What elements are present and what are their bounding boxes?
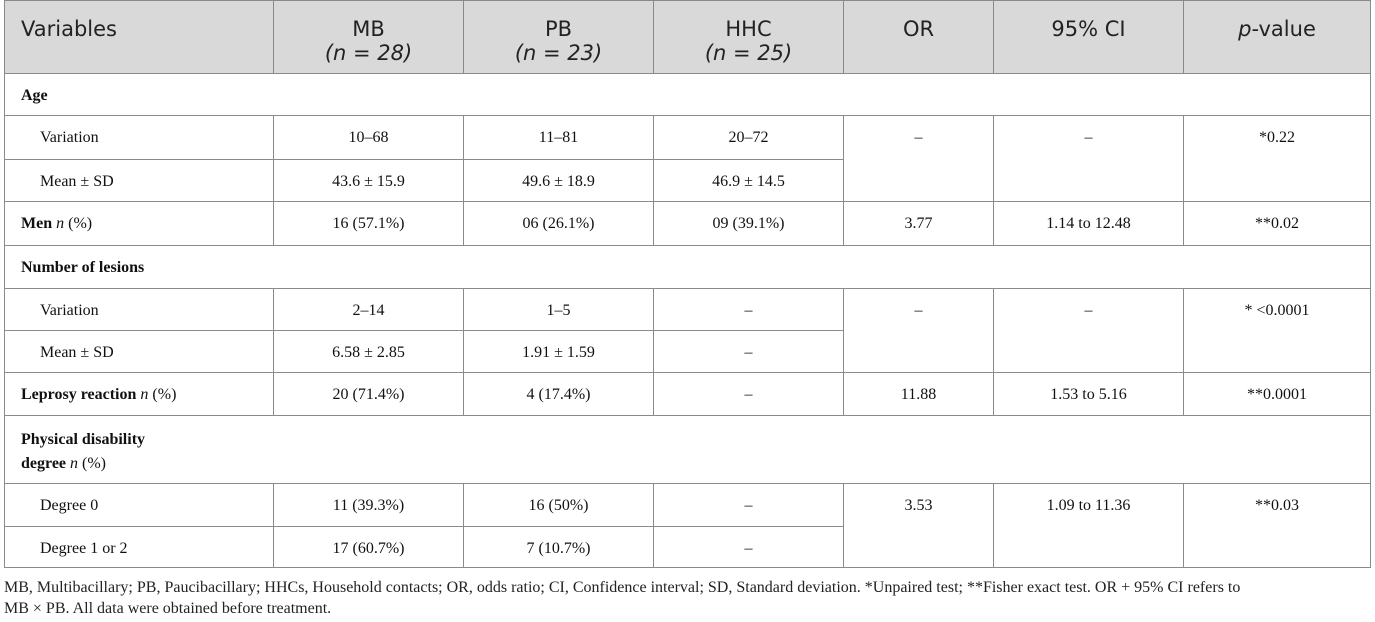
footnote-line-2: MB × PB. All data were obtained before t… (4, 600, 332, 617)
cell-pb: 1–5 (463, 288, 654, 331)
cell-hhc: 46.9 ± 14.5 (653, 159, 844, 202)
header-mb-label: MB (352, 17, 385, 41)
footnote-line-1: MB, Multibacillary; PB, Paucibacillary; … (4, 579, 1241, 596)
cell-mb: 43.6 ± 15.9 (273, 159, 464, 202)
row-label-pct: (%) (68, 215, 93, 232)
table-row: Degree 0 11 (39.3%) 16 (50%) – 3.53 1.09… (4, 483, 1371, 568)
cell-hhc: 09 (39.1%) (653, 201, 844, 246)
header-hhc-n: (n = 25) (704, 41, 793, 65)
cell-mb: 10–68 (273, 115, 464, 160)
row-label-bold: Leprosy reaction (21, 386, 137, 403)
row-label-bold: Men (21, 215, 53, 232)
row-label-pct: (%) (152, 386, 177, 403)
section-row-disability: Physical disability degree n (%) (4, 415, 1371, 484)
cell-pb: 11–81 (463, 115, 654, 160)
cell-mb: 6.58 ± 2.85 (273, 330, 464, 373)
cell-hhc: – (653, 288, 844, 331)
header-pb-label: PB (544, 17, 573, 41)
cell-ci: – (993, 288, 1184, 373)
header-mb: MB (n = 28) (273, 0, 464, 74)
cell-pb: 06 (26.1%) (463, 201, 654, 246)
row-label: Mean ± SD (4, 159, 274, 202)
table-row: Variation 10–68 11–81 20–72 – – *0.22 (4, 115, 1371, 202)
cell-or: 11.88 (843, 372, 994, 416)
cell-or: 3.77 (843, 201, 994, 246)
table-container: Variables MB (n = 28) PB (n = 23) HHC (n = … (4, 0, 1371, 568)
section-lesions: Number of lesions (4, 245, 1371, 289)
row-label-n: n (140, 386, 149, 403)
header-p-italic: p (1238, 17, 1252, 41)
header-hhc-label: HHC (725, 17, 772, 41)
cell-hhc: – (653, 330, 844, 373)
row-label: Variation (4, 115, 274, 160)
cell-ci: 1.53 to 5.16 (993, 372, 1184, 416)
header-mb-n: (n = 28) (324, 41, 413, 65)
cell-ci: 1.14 to 12.48 (993, 201, 1184, 246)
cell-or: – (843, 288, 994, 373)
cell-hhc: – (653, 483, 844, 527)
table-row: Men n (%) 16 (57.1%) 06 (26.1%) 09 (39.1… (4, 201, 1371, 246)
row-label: Degree 1 or 2 (4, 526, 274, 568)
data-table: Variables MB (n = 28) PB (n = 23) HHC (n = … (4, 0, 1371, 568)
row-label: Mean ± SD (4, 330, 274, 373)
cell-ci: – (993, 115, 1184, 202)
cell-hhc: 20–72 (653, 115, 844, 160)
cell-mb: 20 (71.4%) (273, 372, 464, 416)
section-disability: Physical disability degree n (%) (4, 415, 1371, 484)
header-pb: PB (n = 23) (463, 0, 654, 74)
cell-ci: 1.09 to 11.36 (993, 483, 1184, 568)
cell-pb: 7 (10.7%) (463, 526, 654, 568)
cell-pb: 1.91 ± 1.59 (463, 330, 654, 373)
cell-p-value: **0.02 (1183, 201, 1371, 246)
table-row: Mean ± SD 6.58 ± 2.85 1.91 ± 1.59 – (4, 330, 1371, 373)
cell-pb: 49.6 ± 18.9 (463, 159, 654, 202)
row-label: Men n (%) (4, 201, 274, 246)
cell-mb: 11 (39.3%) (273, 483, 464, 527)
header-hhc: HHC (n = 25) (653, 0, 844, 74)
row-label-n: n (56, 215, 65, 232)
row-label: Leprosy reaction n (%) (4, 372, 274, 416)
row-label: Variation (4, 288, 274, 331)
cell-p-value: *0.22 (1183, 115, 1371, 202)
cell-mb: 17 (60.7%) (273, 526, 464, 568)
section-disability-line1: Physical disability (21, 431, 146, 448)
cell-hhc: – (653, 526, 844, 568)
section-row-age: Age (4, 73, 1371, 116)
header-p-rest: -value (1251, 17, 1316, 41)
cell-or: 3.53 (843, 483, 994, 568)
header-pb-n: (n = 23) (514, 41, 603, 65)
cell-or: – (843, 115, 994, 202)
section-row-lesions: Number of lesions (4, 245, 1371, 289)
cell-pb: 4 (17.4%) (463, 372, 654, 416)
section-disability-line2: degree (21, 455, 67, 472)
section-age: Age (4, 73, 1371, 116)
table-row: Degree 1 or 2 17 (60.7%) 7 (10.7%) – (4, 526, 1371, 568)
cell-hhc: – (653, 372, 844, 416)
cell-p-value: **0.0001 (1183, 372, 1371, 416)
cell-mb: 16 (57.1%) (273, 201, 464, 246)
table-footnote: MB, Multibacillary; PB, Paucibacillary; … (4, 577, 1374, 619)
section-disability-pct: (%) (82, 455, 106, 472)
header-variables: Variables (4, 0, 274, 74)
table-row: Variation 2–14 1–5 – – – * <0.0001 (4, 288, 1371, 373)
table-row: Leprosy reaction n (%) 20 (71.4%) 4 (17.… (4, 372, 1371, 416)
header-or: OR (843, 0, 994, 74)
row-label: Degree 0 (4, 483, 274, 527)
cell-pb: 16 (50%) (463, 483, 654, 527)
cell-p-value: * <0.0001 (1183, 288, 1371, 373)
header-row: Variables MB (n = 28) PB (n = 23) HHC (n = … (4, 0, 1371, 74)
header-ci: 95% CI (993, 0, 1184, 74)
header-p-value: p-value (1183, 0, 1371, 74)
table-row: Mean ± SD 43.6 ± 15.9 49.6 ± 18.9 46.9 ±… (4, 159, 1371, 202)
cell-mb: 2–14 (273, 288, 464, 331)
section-disability-n: n (70, 455, 79, 472)
cell-p-value: **0.03 (1183, 483, 1371, 568)
